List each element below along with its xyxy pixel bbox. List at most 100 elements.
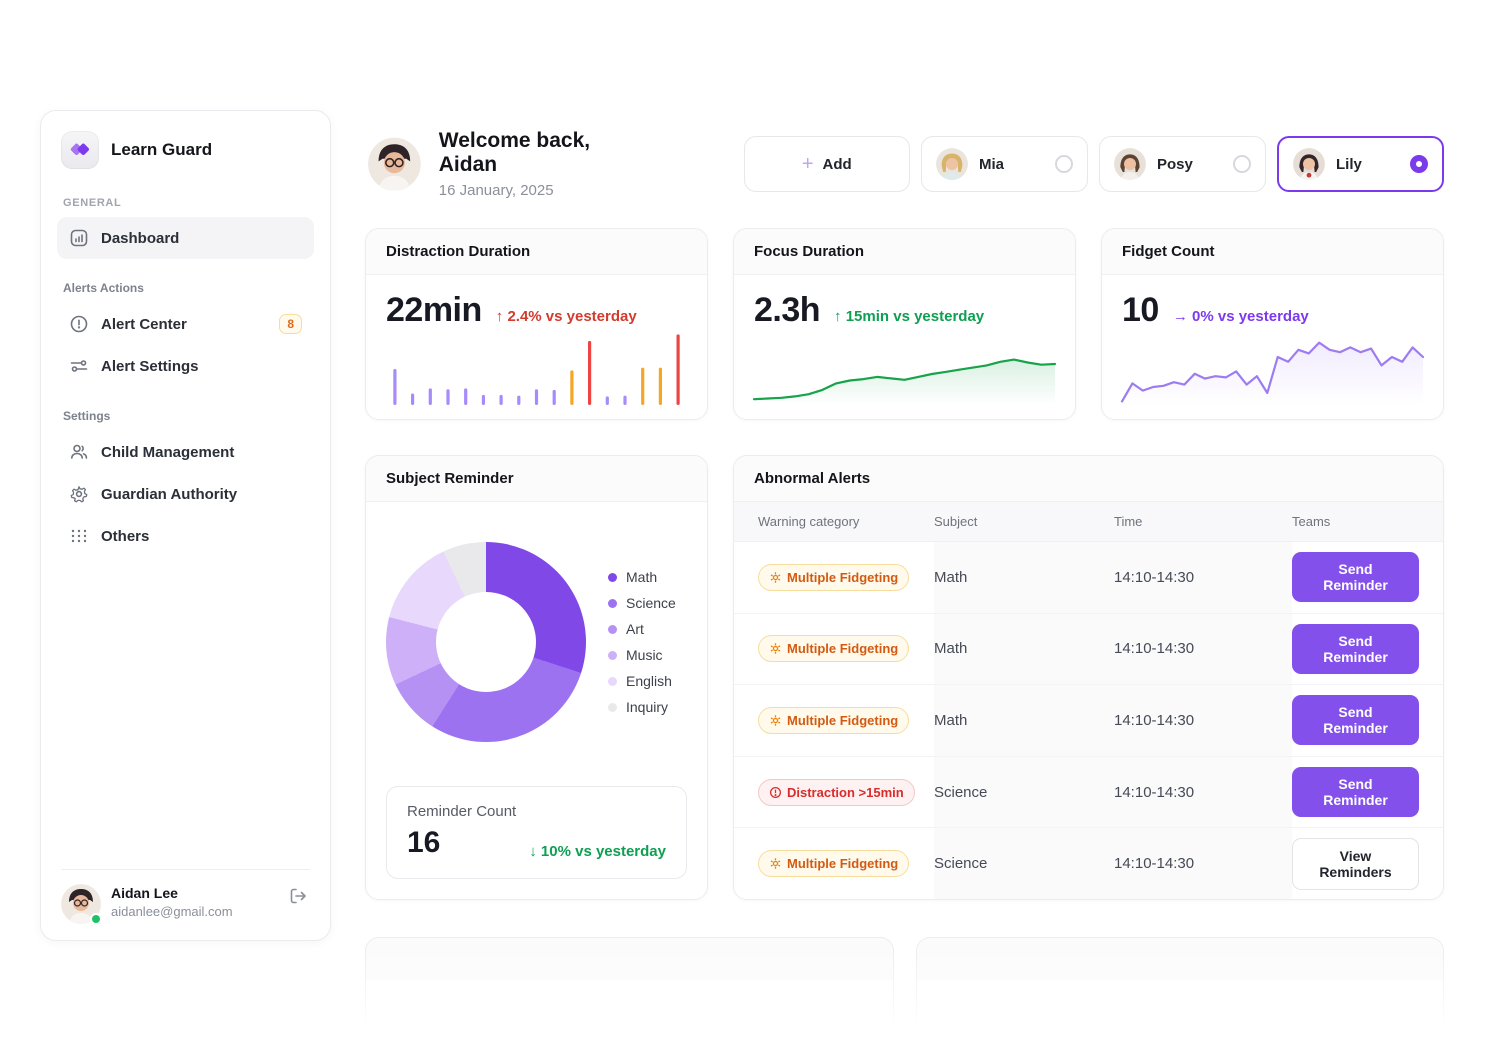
middle-row: Subject Reminder Math Science Art Music … bbox=[365, 455, 1444, 900]
fidget-line-chart bbox=[1120, 338, 1425, 407]
sidebar-item-label: Others bbox=[101, 527, 150, 545]
distraction-delta: ↑ 2.4% vs yesterday bbox=[495, 308, 637, 325]
focus-duration-card: Focus Duration 2.3h ↑ 15min vs yesterday bbox=[733, 228, 1076, 420]
distraction-value: 22min bbox=[386, 291, 482, 329]
sidebar: Learn Guard GENERAL Dashboard Alerts Act… bbox=[40, 110, 331, 941]
child-card-lily[interactable]: Lily bbox=[1276, 136, 1445, 192]
child-card-posy[interactable]: Posy bbox=[1098, 136, 1266, 192]
app-logo-icon bbox=[61, 131, 99, 169]
child-avatar-mia bbox=[935, 148, 968, 180]
send-reminder-button[interactable]: Send Reminder bbox=[1292, 695, 1419, 746]
bottom-row bbox=[364, 937, 1445, 1054]
focus-line-chart bbox=[752, 338, 1057, 407]
app-name: Learn Guard bbox=[111, 140, 213, 159]
child-radio-mia[interactable] bbox=[1054, 155, 1073, 173]
card-title: Subject Reminder bbox=[366, 456, 707, 502]
plus-icon: + bbox=[801, 153, 814, 175]
abnormal-alerts-card: Abnormal Alerts Warning category Subject… bbox=[733, 455, 1444, 900]
send-reminder-button[interactable]: Send Reminder bbox=[1292, 623, 1419, 674]
user-email: aidanlee@gmail.com bbox=[111, 904, 233, 919]
logout-icon bbox=[290, 888, 306, 904]
col-subject: Subject bbox=[934, 514, 978, 529]
legend-item-science: Science bbox=[608, 595, 676, 611]
child-avatar-lily bbox=[1292, 148, 1325, 180]
sidebar-item-child-management[interactable]: Child Management bbox=[57, 431, 314, 473]
partial-card-left bbox=[364, 937, 894, 1054]
logout-button[interactable] bbox=[286, 884, 310, 913]
child-radio-lily[interactable] bbox=[1410, 155, 1429, 173]
subject-cell: Math bbox=[934, 685, 1114, 756]
child-name: Lily bbox=[1335, 155, 1362, 173]
view-reminders-button[interactable]: View Reminders bbox=[1292, 837, 1419, 890]
fidget-count-card: Fidget Count 10 → 0% vs yesterday bbox=[1101, 228, 1444, 420]
send-reminder-button[interactable]: Send Reminder bbox=[1292, 552, 1419, 603]
table-row: Multiple Fidgeting Math 14:10-14:30 Send… bbox=[734, 613, 1443, 686]
danger-badge: Distraction >15min bbox=[758, 778, 915, 806]
child-card-mia[interactable]: Mia bbox=[920, 136, 1088, 192]
sidebar-divider bbox=[61, 869, 310, 870]
card-title: Abnormal Alerts bbox=[734, 456, 1443, 502]
warning-badge: Multiple Fidgeting bbox=[758, 563, 910, 591]
subject-reminder-card: Subject Reminder Math Science Art Music … bbox=[365, 455, 708, 900]
dashboard-icon bbox=[70, 229, 88, 247]
warning-badge: Multiple Fidgeting bbox=[758, 706, 910, 734]
table-row: Distraction >15min Science 14:10-14:30 S… bbox=[734, 756, 1443, 829]
card-title: Fidget Count bbox=[1102, 229, 1443, 275]
send-reminder-button[interactable]: Send Reminder bbox=[1292, 767, 1419, 818]
alert-circle-icon bbox=[769, 786, 782, 798]
sidebar-item-guardian-authority[interactable]: Guardian Authority bbox=[57, 473, 314, 515]
sidebar-item-alert-settings[interactable]: Alert Settings bbox=[57, 345, 314, 387]
page-date: 16 January, 2025 bbox=[438, 182, 554, 199]
fidget-delta: → 0% vs yesterday bbox=[1172, 308, 1309, 325]
reminder-count-subcard: Reminder Count 16 ↓ 10% vs yesterday bbox=[386, 786, 687, 879]
sidebar-item-label: Guardian Authority bbox=[101, 485, 238, 503]
legend-item-math: Math bbox=[608, 569, 676, 585]
sidebar-item-alert-center[interactable]: Alert Center 8 bbox=[57, 303, 314, 345]
legend-item-inquiry: Inquiry bbox=[608, 699, 676, 715]
distraction-duration-card: Distraction Duration 22min ↑ 2.4% vs yes… bbox=[365, 228, 708, 420]
subject-cell: Math bbox=[934, 542, 1114, 613]
table-header-row: Warning category Subject Time Teams bbox=[734, 502, 1443, 542]
users-icon bbox=[71, 444, 88, 459]
arrow-up-icon: ↑ bbox=[834, 308, 842, 325]
gear-icon bbox=[70, 486, 88, 503]
add-button-label: Add bbox=[822, 155, 852, 173]
sidebar-item-label: Dashboard bbox=[101, 229, 180, 247]
col-time: Time bbox=[1114, 514, 1143, 529]
sidebar-item-others[interactable]: Others bbox=[57, 515, 314, 557]
header-avatar bbox=[368, 137, 421, 191]
arrow-right-icon: → bbox=[1172, 308, 1188, 325]
focus-value: 2.3h bbox=[754, 291, 821, 329]
time-cell: 14:10-14:30 bbox=[1114, 756, 1292, 828]
distraction-bar-chart bbox=[386, 334, 687, 407]
legend-item-art: Art bbox=[608, 621, 676, 637]
legend-item-music: Music bbox=[608, 647, 676, 663]
col-teams: Teams bbox=[1292, 514, 1331, 529]
user-name: Aidan Lee bbox=[111, 885, 178, 901]
child-name: Posy bbox=[1156, 155, 1193, 173]
reminder-count-value: 16 bbox=[407, 826, 441, 859]
sliders-icon bbox=[70, 360, 88, 372]
child-radio-posy[interactable] bbox=[1232, 155, 1251, 173]
table-row: Multiple Fidgeting Science 14:10-14:30 V… bbox=[734, 828, 1443, 899]
donut-legend: Math Science Art Music English Inquiry bbox=[608, 569, 676, 715]
subject-donut-chart bbox=[386, 542, 586, 742]
warning-badge: Multiple Fidgeting bbox=[758, 635, 910, 663]
gear-alert-icon bbox=[770, 572, 781, 583]
table-row: Multiple Fidgeting Math 14:10-14:30 Send… bbox=[734, 542, 1443, 614]
time-cell: 14:10-14:30 bbox=[1114, 685, 1292, 756]
time-cell: 14:10-14:30 bbox=[1114, 613, 1292, 685]
card-title: Distraction Duration bbox=[366, 229, 707, 275]
user-avatar bbox=[61, 884, 102, 925]
page-title: Welcome back, Aidan bbox=[438, 129, 591, 176]
arrow-down-icon: ↓ bbox=[529, 843, 537, 860]
arrow-up-icon: ↑ bbox=[495, 308, 504, 325]
sidebar-item-label: Child Management bbox=[101, 443, 235, 461]
sidebar-section-settings: Settings bbox=[63, 409, 111, 423]
warning-badge: Multiple Fidgeting bbox=[758, 850, 910, 878]
sidebar-item-dashboard[interactable]: Dashboard bbox=[57, 217, 314, 259]
child-name: Mia bbox=[978, 155, 1004, 173]
legend-item-english: English bbox=[608, 673, 676, 689]
sidebar-section-alerts-actions: Alerts Actions bbox=[63, 281, 144, 295]
add-child-button[interactable]: + Add bbox=[743, 136, 910, 192]
